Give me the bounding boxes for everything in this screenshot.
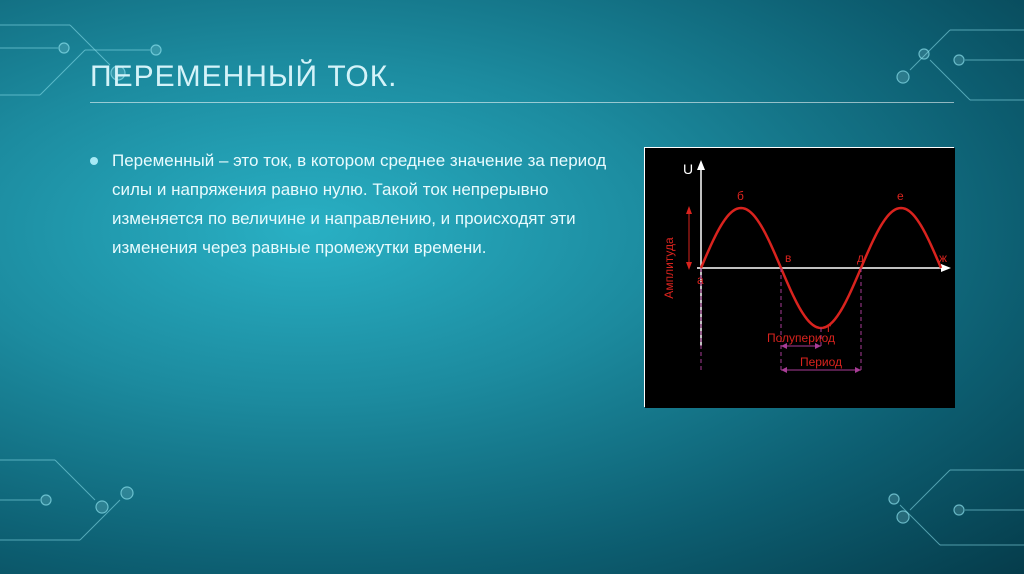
bullet-icon — [90, 157, 98, 165]
svg-text:Полупериод: Полупериод — [767, 331, 835, 345]
body-paragraph: Переменный – это ток, в котором среднее … — [112, 147, 614, 263]
title-underline — [90, 102, 954, 103]
sine-wave-chart: UАмплитудаабвгдежПолупериодПериод — [644, 147, 954, 407]
svg-text:U: U — [683, 161, 693, 177]
svg-text:ж: ж — [939, 251, 947, 265]
svg-text:в: в — [785, 251, 791, 265]
svg-text:Амплитуда: Амплитуда — [662, 237, 676, 299]
svg-text:Период: Период — [800, 355, 842, 369]
slide-container: ПЕРЕМЕННЫЙ ТОК. Переменный – это ток, в … — [0, 0, 1024, 574]
svg-text:е: е — [897, 189, 904, 203]
slide-title: ПЕРЕМЕННЫЙ ТОК. — [90, 60, 954, 94]
content-row: Переменный – это ток, в котором среднее … — [90, 147, 954, 407]
chart-column: UАмплитудаабвгдежПолупериодПериод — [644, 147, 954, 407]
body-text-column: Переменный – это ток, в котором среднее … — [90, 147, 614, 263]
svg-text:б: б — [737, 189, 744, 203]
svg-text:д: д — [857, 251, 864, 265]
